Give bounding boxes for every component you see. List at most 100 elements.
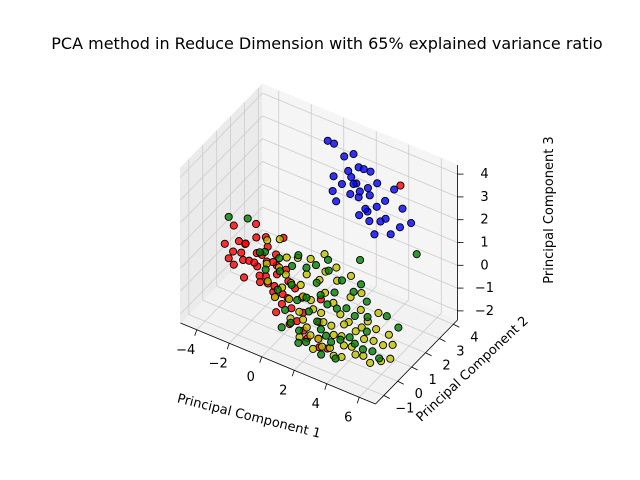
data-point-green bbox=[302, 263, 311, 272]
data-point-yellow bbox=[314, 334, 323, 343]
data-point-green bbox=[321, 331, 331, 340]
data-point-green bbox=[277, 323, 286, 332]
z-grid-back bbox=[262, 161, 458, 243]
data-point-red bbox=[229, 221, 238, 230]
x-tick-label: 2 bbox=[279, 383, 287, 398]
data-point-blue bbox=[349, 179, 358, 189]
x-tick-mark bbox=[226, 343, 230, 350]
data-point-green bbox=[304, 307, 313, 316]
data-point-green bbox=[362, 297, 371, 306]
y-tick-label: 3 bbox=[456, 345, 464, 360]
data-point-blue bbox=[381, 214, 390, 223]
y-tick-mark bbox=[397, 380, 404, 385]
x-tick-label: 6 bbox=[344, 410, 352, 425]
data-point-green bbox=[332, 304, 341, 313]
data-point-green bbox=[337, 276, 347, 285]
data-point-blue bbox=[390, 185, 399, 194]
data-point-green bbox=[294, 251, 303, 260]
data-point-blue bbox=[355, 211, 364, 220]
data-point-green bbox=[293, 296, 302, 305]
z-grid-back bbox=[262, 115, 458, 198]
data-point-green bbox=[224, 212, 233, 221]
x-grid-floor bbox=[293, 285, 377, 371]
data-point-blue bbox=[381, 196, 390, 205]
data-point-red bbox=[241, 239, 250, 248]
data-point-yellow bbox=[369, 336, 378, 345]
data-point-red bbox=[256, 278, 265, 287]
data-point-blue bbox=[363, 183, 372, 193]
y-tick-label: 2 bbox=[442, 359, 450, 374]
y-tick-label: 4 bbox=[470, 330, 478, 345]
x-tick-mark bbox=[259, 356, 263, 363]
data-point-green bbox=[275, 267, 285, 276]
data-point-yellow bbox=[336, 310, 345, 319]
data-point-green bbox=[336, 335, 345, 344]
data-point-yellow bbox=[282, 253, 291, 262]
data-point-red bbox=[229, 247, 238, 256]
x-tick-label: −4 bbox=[176, 343, 195, 358]
data-point-blue bbox=[373, 179, 382, 188]
data-point-green bbox=[358, 345, 367, 354]
data-point-yellow bbox=[351, 327, 360, 336]
z-grid-back bbox=[262, 183, 458, 266]
data-point-green bbox=[350, 311, 359, 321]
x-grid-floor bbox=[228, 258, 312, 344]
z-grid-left bbox=[180, 161, 263, 246]
data-point-red bbox=[272, 308, 281, 317]
data-point-green bbox=[275, 254, 284, 263]
data-point-green bbox=[363, 312, 372, 322]
data-point-green bbox=[317, 350, 326, 359]
x-tick-mark bbox=[324, 383, 328, 390]
data-point-green bbox=[362, 327, 371, 336]
data-point-yellow bbox=[302, 270, 311, 279]
z-grid-left bbox=[180, 184, 263, 269]
z-tick-label: 1 bbox=[480, 236, 488, 251]
z-grid-back bbox=[262, 138, 458, 221]
z-tick-label: −2 bbox=[475, 304, 494, 319]
data-point-yellow bbox=[263, 277, 272, 286]
data-point-green bbox=[345, 333, 354, 342]
data-point-blue bbox=[395, 223, 405, 232]
data-point-red bbox=[224, 254, 233, 263]
data-point-yellow bbox=[366, 358, 375, 367]
data-point-green bbox=[324, 266, 333, 275]
data-point-blue bbox=[398, 204, 407, 213]
z-tick-label: 2 bbox=[480, 213, 488, 228]
data-point-green bbox=[261, 265, 270, 274]
y-tick-mark bbox=[425, 352, 432, 357]
data-point-yellow bbox=[327, 321, 336, 330]
data-point-yellow bbox=[270, 293, 279, 302]
x-grid-floor bbox=[358, 312, 442, 398]
data-point-blue bbox=[370, 230, 379, 239]
data-point-yellow bbox=[360, 334, 369, 344]
z-axis-title: Principal Component 3 bbox=[542, 136, 557, 283]
data-point-green bbox=[350, 339, 359, 348]
data-point-red bbox=[229, 260, 238, 269]
z-grid-left bbox=[180, 115, 263, 201]
data-point-green bbox=[356, 280, 366, 289]
data-point-yellow bbox=[372, 325, 381, 334]
x-tick-label: −2 bbox=[209, 356, 228, 371]
y-tick-mark bbox=[383, 395, 391, 399]
data-point-blue bbox=[365, 191, 374, 200]
data-point-blue bbox=[329, 172, 338, 181]
y-grid-floor bbox=[216, 285, 412, 368]
y-tick-mark bbox=[411, 366, 418, 371]
data-point-yellow bbox=[339, 341, 348, 350]
data-point-green bbox=[331, 354, 340, 363]
data-point-red bbox=[396, 181, 405, 190]
y-tick-mark bbox=[453, 323, 460, 328]
data-point-blue bbox=[355, 187, 364, 196]
data-point-blue bbox=[386, 230, 395, 239]
data-point-green bbox=[316, 325, 325, 334]
data-point-green bbox=[286, 318, 295, 327]
data-point-blue bbox=[340, 152, 349, 161]
data-point-yellow bbox=[263, 236, 272, 245]
data-point-yellow bbox=[275, 235, 284, 244]
data-point-blue bbox=[349, 150, 358, 159]
data-point-red bbox=[250, 258, 259, 267]
data-point-blue bbox=[359, 165, 368, 174]
data-point-blue bbox=[365, 217, 374, 226]
data-point-green bbox=[294, 338, 303, 347]
